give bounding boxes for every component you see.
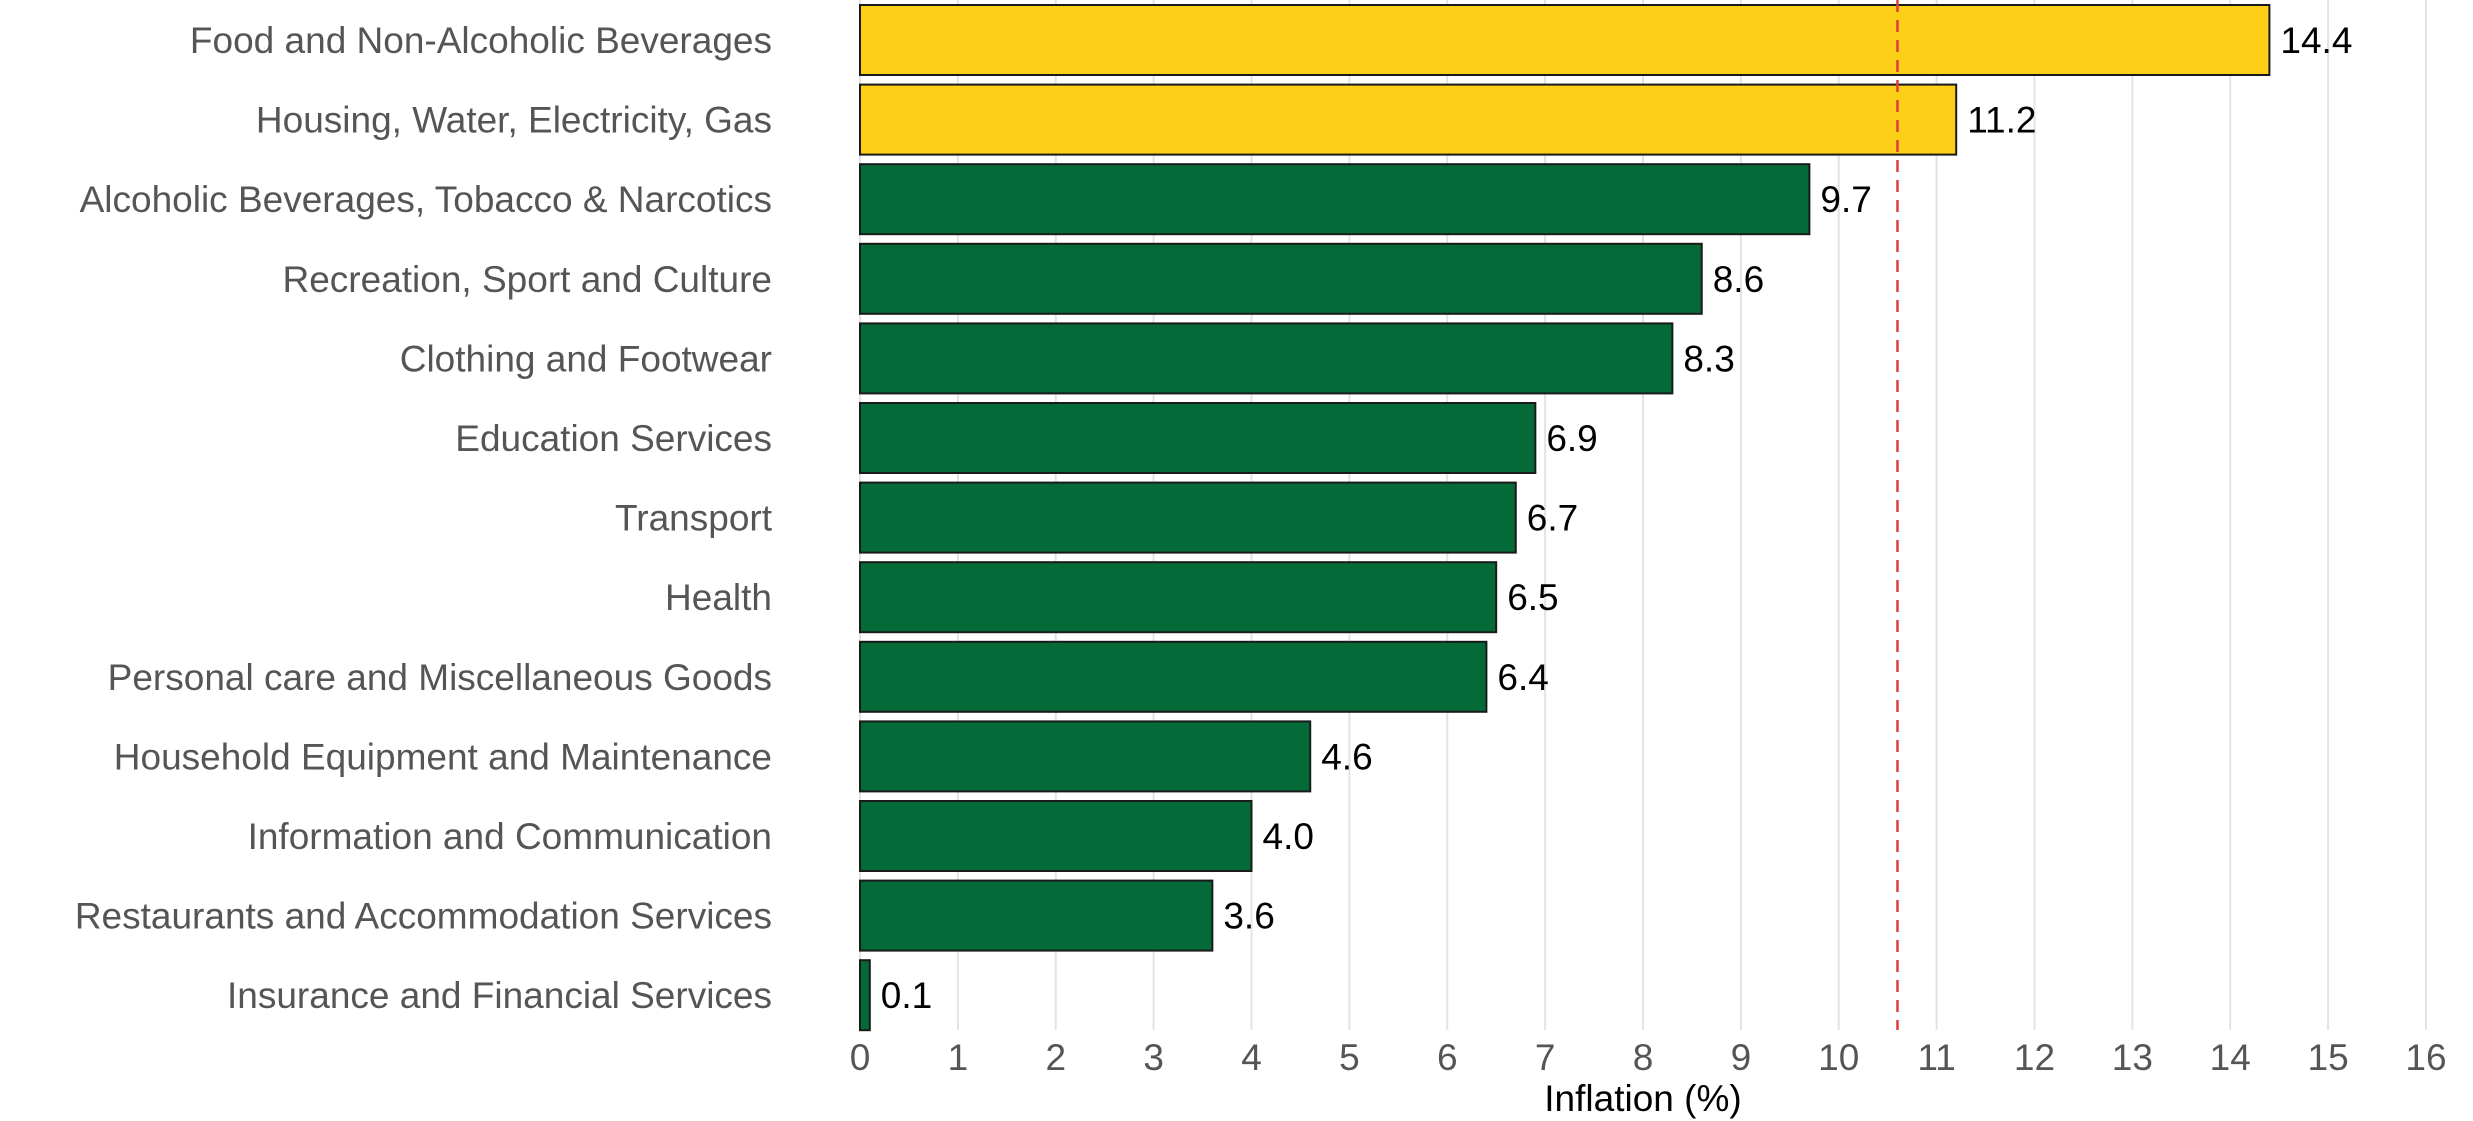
value-label: 11.2 — [1967, 100, 2036, 141]
x-tick-label: 16 — [2405, 1037, 2446, 1078]
x-axis-title: Inflation (%) — [1544, 1078, 1741, 1119]
bar — [859, 242, 1703, 315]
bar — [859, 402, 1537, 474]
bar — [859, 879, 1214, 952]
bar — [859, 83, 1958, 156]
bar — [859, 959, 871, 1032]
category-labels: Food and Non-Alcoholic Beverages Housing,… — [75, 20, 773, 1016]
x-tick-label: 4 — [1241, 1037, 1262, 1078]
category-label: Clothing and Footwear — [400, 338, 772, 379]
value-label: 6.4 — [1497, 657, 1548, 698]
value-label: 8.3 — [1683, 338, 1734, 379]
category-label: Insurance and Financial Services — [227, 975, 772, 1016]
x-tick-label: 8 — [1633, 1037, 1654, 1078]
bar — [859, 561, 1498, 634]
value-label: 14.4 — [2280, 20, 2352, 61]
value-label: 8.6 — [1713, 259, 1764, 300]
x-tick-label: 10 — [1818, 1037, 1859, 1078]
x-tick-label: 11 — [1917, 1037, 1955, 1078]
x-tick-label: 7 — [1535, 1037, 1556, 1078]
x-tick-label: 12 — [2014, 1037, 2055, 1078]
x-tick-label: 9 — [1731, 1037, 1752, 1078]
category-label: Restaurants and Accommodation Services — [75, 896, 772, 937]
category-label: Personal care and Miscellaneous Goods — [108, 657, 772, 698]
x-tick-labels: 0 1 2 3 4 5 6 7 8 9 10 11 12 13 14 15 16 — [850, 1037, 2447, 1078]
value-label: 4.6 — [1321, 736, 1372, 777]
value-label: 0.1 — [881, 975, 932, 1016]
value-labels: 14.4 11.2 9.7 8.6 8.3 6.9 6.7 6.5 6.4 4.64.0 3.6 0.… — [881, 20, 2353, 1016]
bar — [859, 640, 1488, 713]
bar — [859, 800, 1253, 872]
value-label: 6.9 — [1546, 418, 1597, 459]
bar — [859, 481, 1517, 554]
category-label: Health — [665, 577, 772, 618]
category-label: Transport — [615, 498, 773, 539]
x-tick-label: 15 — [2308, 1037, 2349, 1078]
category-label: Alcoholic Beverages, Tobacco & Narcotics — [80, 179, 772, 220]
value-label: 4.0 — [1263, 816, 1314, 857]
bar — [859, 720, 1312, 793]
category-label: Household Equipment and Maintenance — [114, 736, 772, 777]
category-label: Education Services — [455, 418, 772, 459]
bar — [859, 4, 2271, 76]
x-tick-label: 0 — [850, 1037, 871, 1078]
category-label: Recreation, Sport and Culture — [283, 259, 773, 300]
category-label: Housing, Water, Electricity, Gas — [256, 100, 772, 141]
x-tick-label: 6 — [1437, 1037, 1458, 1078]
x-tick-label: 5 — [1339, 1037, 1360, 1078]
x-tick-label: 14 — [2210, 1037, 2251, 1078]
x-tick-label: 2 — [1045, 1037, 1066, 1078]
value-label: 9.7 — [1820, 179, 1871, 220]
category-label: Food and Non-Alcoholic Beverages — [190, 20, 772, 61]
bars — [859, 4, 2271, 1032]
bar — [859, 322, 1674, 395]
category-label: Information and Communication — [248, 816, 772, 857]
value-label: 3.6 — [1223, 896, 1274, 937]
x-tick-label: 1 — [948, 1037, 969, 1078]
value-label: 6.7 — [1527, 498, 1578, 539]
bar — [859, 163, 1811, 236]
x-tick-label: 13 — [2112, 1037, 2153, 1078]
value-label: 6.5 — [1507, 577, 1558, 618]
x-tick-label: 3 — [1143, 1037, 1164, 1078]
